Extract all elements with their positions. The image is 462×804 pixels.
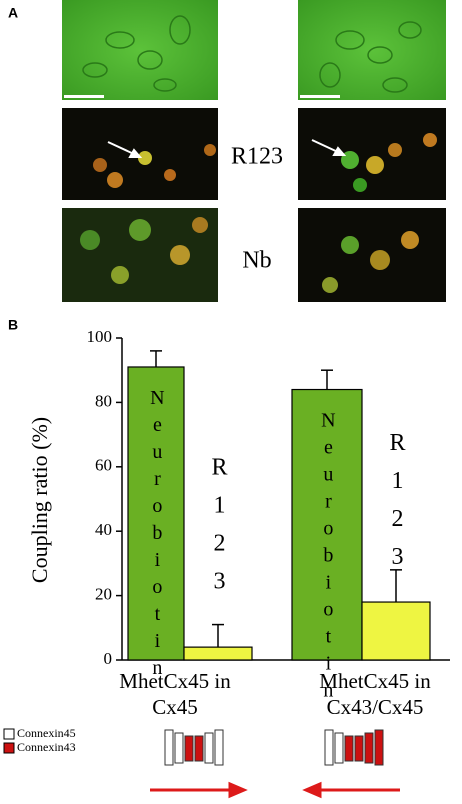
legend-swatch xyxy=(3,728,15,740)
legend-label: Connexin43 xyxy=(17,740,76,754)
x-tick-label: MhetCx45 in Cx45 xyxy=(119,669,231,719)
direction-arrow xyxy=(150,781,400,799)
scale-bar xyxy=(300,95,340,98)
y-tick-label: 20 xyxy=(95,585,112,604)
y-axis-label: Coupling ratio (%) xyxy=(27,417,52,583)
fluorescence-image xyxy=(298,108,446,200)
y-tick-label: 40 xyxy=(95,520,112,539)
series-label: R123 xyxy=(206,455,232,607)
panel-label: B xyxy=(8,317,18,333)
panel-label: A xyxy=(8,5,18,21)
y-tick-label: 80 xyxy=(95,391,112,410)
phase-image xyxy=(62,0,218,100)
y-tick-label: 100 xyxy=(87,327,113,346)
row-label: Nb xyxy=(242,248,271,274)
legend-label: Connexin45 xyxy=(17,726,76,740)
x-tick-label: MhetCx45 in Cx43/Cx45 xyxy=(319,669,431,719)
cells xyxy=(82,15,422,93)
bar xyxy=(291,388,363,661)
series-label: Neurobiotin xyxy=(317,410,339,707)
cells xyxy=(80,133,437,293)
series-label: Neurobiotin xyxy=(146,387,168,684)
legend-swatch xyxy=(3,742,15,754)
y-tick-label: 60 xyxy=(95,456,112,475)
row-label: R123 xyxy=(231,144,283,170)
arrow xyxy=(107,139,347,158)
bar xyxy=(183,646,253,661)
series-label: R123 xyxy=(384,430,410,582)
channel-icon xyxy=(164,729,384,766)
bar xyxy=(127,366,185,661)
phase-image xyxy=(298,0,446,100)
bar xyxy=(361,601,431,661)
scale-bar xyxy=(64,95,104,98)
y-tick-label: 0 xyxy=(104,649,113,668)
